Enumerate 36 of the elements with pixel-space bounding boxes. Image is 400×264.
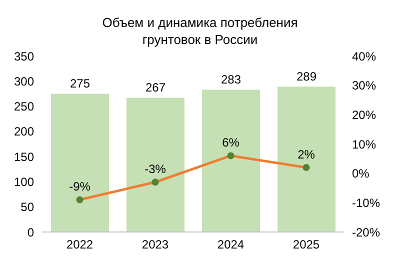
bar (51, 94, 109, 232)
bar (202, 90, 260, 232)
y-tick-label: 250 (14, 100, 34, 114)
y2-tick-label: 10% (352, 137, 376, 152)
y2-tick-label: 20% (352, 108, 376, 122)
data-label: -3% (144, 162, 166, 176)
y2-tick-label: -20% (352, 225, 380, 240)
y2-tick-label: -10% (352, 196, 380, 210)
y-tick-label: 0 (27, 225, 34, 240)
data-label: 267 (145, 80, 166, 95)
x-tick-label: 2025 (292, 238, 320, 252)
data-label: 2% (298, 147, 316, 162)
chart-title: Объем и динамика потребления грунтовок в России (101, 14, 299, 49)
x-tick-label: 2023 (142, 238, 169, 252)
y-tick-label: 200 (14, 124, 34, 139)
point (152, 178, 159, 186)
point (302, 164, 310, 171)
x-tick-label: 2022 (66, 238, 94, 252)
data-label: 283 (220, 72, 242, 87)
y-tick-label: 150 (14, 150, 34, 164)
y-tick-label: 300 (14, 74, 34, 88)
bar (278, 86, 336, 232)
data-label: 289 (296, 70, 317, 84)
data-label: -9% (69, 180, 91, 194)
y2-tick-label: 40% (352, 49, 376, 64)
x-tick-label: 2024 (217, 238, 244, 252)
y2-tick-label: 0% (352, 166, 370, 181)
y-tick-label: 350 (14, 49, 34, 64)
data-label: 275 (70, 76, 90, 91)
point (76, 196, 84, 204)
data-label: 6% (222, 136, 240, 150)
point (227, 152, 234, 160)
y-tick-label: 50 (20, 200, 34, 214)
y2-tick-label: 30% (352, 78, 376, 93)
bar (126, 98, 184, 232)
y-tick-label: 100 (14, 174, 34, 189)
